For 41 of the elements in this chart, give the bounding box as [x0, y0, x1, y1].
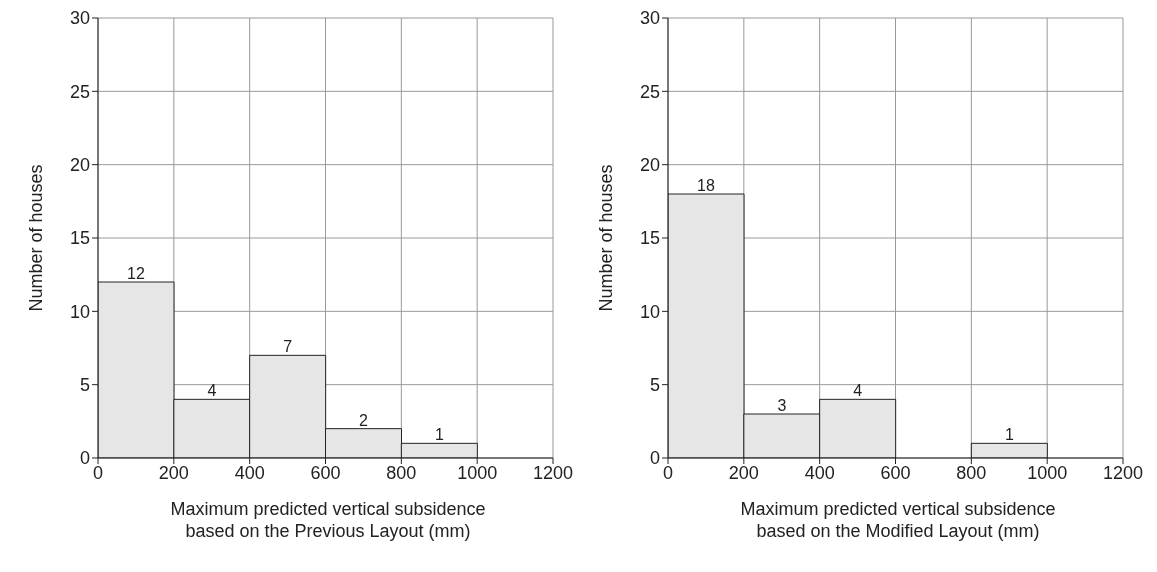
x-tick-label: 1200	[1102, 462, 1144, 483]
x-tick-label: 200	[728, 462, 759, 483]
data-label: 3	[777, 397, 787, 414]
x-tick-label: 0	[92, 462, 104, 483]
x-axis-title: Maximum predicted vertical subsidence based on the Modified Layout (mm)	[739, 498, 1057, 542]
x-tick-label: 1000	[457, 462, 498, 483]
x-tick-label: 1200	[532, 462, 574, 483]
x-tick-label: 800	[956, 462, 987, 483]
data-label: 1	[434, 426, 444, 444]
x-axis-title: Maximum predicted vertical subsidence based on the Previous Layout (mm)	[169, 498, 487, 542]
y-tick-label: 30	[69, 8, 90, 29]
y-tick-label: 20	[639, 155, 660, 176]
x-tick-label: 0	[662, 462, 674, 483]
data-label: 18	[697, 177, 715, 194]
x-tick-label: 600	[310, 462, 341, 483]
x-tick-label: 200	[158, 462, 189, 483]
data-label: 1	[1004, 426, 1014, 444]
y-tick-label: 15	[69, 228, 90, 249]
y-tick-label: 15	[639, 228, 660, 249]
data-label: 7	[283, 338, 293, 356]
x-tick-label: 600	[880, 462, 911, 483]
y-tick-label: 30	[639, 8, 660, 29]
y-tick-label: 5	[79, 375, 90, 396]
y-tick-label: 0	[79, 448, 90, 469]
y-tick-label: 5	[649, 375, 660, 396]
y-tick-label: 10	[69, 301, 90, 322]
y-tick-label: 25	[639, 81, 660, 102]
y-tick-label: 0	[649, 448, 660, 469]
y-axis-title: Number of houses	[26, 164, 47, 312]
x-tick-label: 800	[386, 462, 417, 483]
x-tick-label: 400	[234, 462, 265, 483]
data-label: 2	[359, 411, 369, 429]
data-label: 4	[207, 382, 217, 400]
data-label: 4	[853, 382, 863, 400]
data-label: 12	[127, 265, 145, 282]
y-tick-label: 20	[69, 155, 90, 176]
y-axis-title: Number of houses	[596, 164, 617, 312]
x-tick-label: 1000	[1027, 462, 1068, 483]
y-tick-label: 25	[69, 81, 90, 102]
y-tick-label: 10	[639, 301, 660, 322]
x-tick-label: 400	[804, 462, 835, 483]
